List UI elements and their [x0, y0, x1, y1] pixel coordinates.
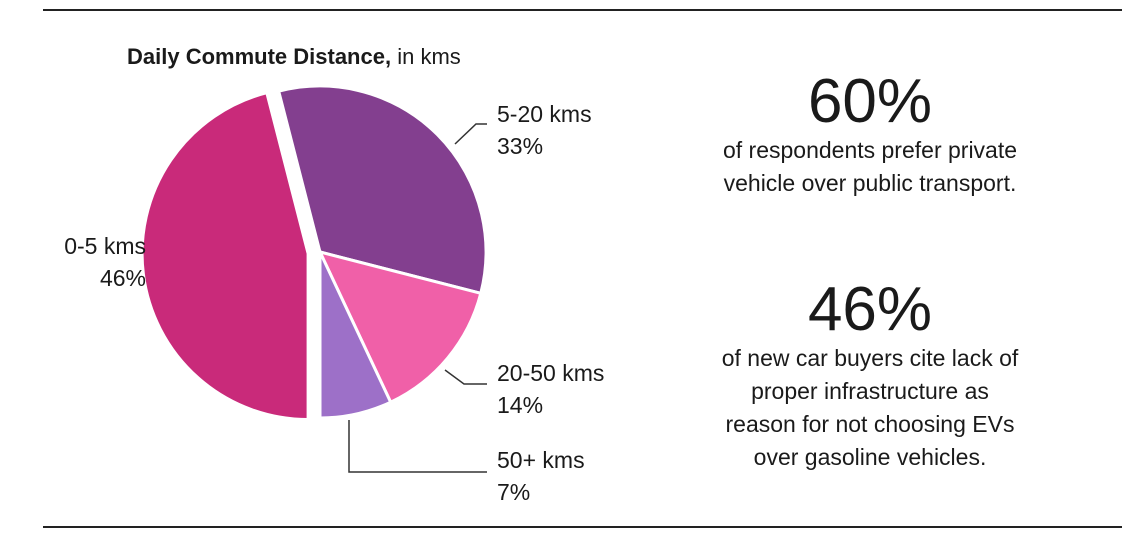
stat-ev-infrastructure-value: 46% [807, 275, 933, 344]
label-50plus-name: 50+ kms [497, 447, 585, 473]
leader-20-50 [444, 369, 487, 385]
slice-5-20 [276, 84, 488, 296]
label-5-20: 5-20 kms 33% [497, 98, 592, 162]
bottom-rule [43, 526, 1122, 528]
label-50plus: 50+ kms 7% [497, 444, 585, 508]
label-5-20-name: 5-20 kms [497, 101, 592, 127]
stat-ev-infrastructure: 46% of new car buyers cite lack of prope… [660, 278, 1080, 474]
leader-50plus [348, 420, 487, 473]
label-0-5: 0-5 kms 46% [40, 230, 146, 294]
label-5-20-pct: 33% [497, 133, 544, 159]
stat-private-vehicle-value: 60% [807, 67, 933, 136]
label-50plus-pct: 7% [497, 479, 531, 505]
top-rule [43, 9, 1122, 11]
label-0-5-name: 0-5 kms [64, 233, 146, 259]
stat-private-vehicle-text: of respondents prefer private vehicle ov… [722, 137, 1018, 196]
leader-5-20 [454, 123, 487, 145]
slice-50plus [318, 251, 393, 420]
label-20-50-name: 20-50 kms [497, 360, 605, 386]
chart-title-main: Daily Commute Distance, [127, 44, 392, 69]
chart-title: Daily Commute Distance, in kms [127, 44, 461, 70]
stat-ev-infrastructure-text: of new car buyers cite lack of proper in… [721, 345, 1019, 470]
stat-private-vehicle: 60% of respondents prefer private vehicl… [660, 70, 1080, 200]
label-20-50-pct: 14% [497, 392, 544, 418]
chart-title-unit: in kms [397, 44, 461, 69]
slice-20-50 [317, 249, 483, 405]
label-20-50: 20-50 kms 14% [497, 357, 604, 421]
slice-0-5 [140, 90, 310, 422]
label-0-5-pct: 46% [99, 265, 146, 291]
